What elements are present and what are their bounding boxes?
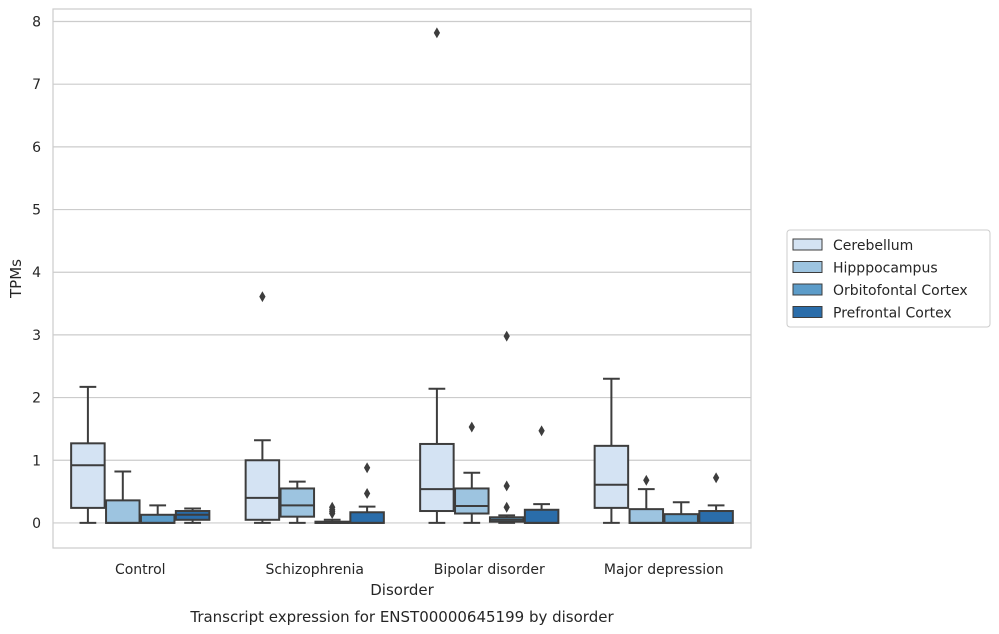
box-hipppocampus-3 <box>628 474 665 524</box>
box-iqr <box>279 487 316 518</box>
box-iqr <box>454 487 490 515</box>
box-cerebellum-3 <box>593 377 630 524</box>
outlier-point <box>503 480 510 492</box>
box-cerebellum-0 <box>70 385 106 524</box>
box-orbitofontal-cortex-0 <box>139 504 176 524</box>
legend-swatch <box>792 306 823 318</box>
box-orbitofontal-cortex-3 <box>663 501 699 524</box>
x-axis-label: Disorder <box>370 581 434 599</box>
outlier-point <box>538 425 545 437</box>
box-iqr <box>698 510 734 524</box>
outlier-point <box>468 421 475 433</box>
y-tick-label: 4 <box>32 265 41 281</box>
box-hipppocampus-0 <box>105 470 141 524</box>
x-tick-label: Control <box>115 562 166 578</box>
plot-frame <box>52 8 752 549</box>
legend-swatch <box>792 261 823 273</box>
box-iqr <box>105 499 141 524</box>
box-iqr <box>523 508 560 524</box>
y-tick-label: 0 <box>32 516 41 532</box>
box-prefrontal-cortex-1 <box>349 462 385 524</box>
y-tick-label: 2 <box>32 391 41 407</box>
y-tick-label: 7 <box>32 77 41 93</box>
x-tick-labels: Control Schizophrenia Bipolar disorder Majo… <box>115 562 724 578</box>
y-tick-label: 1 <box>32 453 41 469</box>
box-iqr <box>349 511 385 524</box>
y-tick-labels: 0 1 2 3 4 5 6 7 8 <box>32 15 41 532</box>
box-prefrontal-cortex-2 <box>523 425 560 524</box>
box-iqr <box>593 444 630 509</box>
legend-entry-label: Hipppocampus <box>833 261 938 277</box>
legend-swatch <box>792 238 823 251</box>
gridlines <box>53 20 751 524</box>
outlier-point <box>643 474 650 486</box>
box-iqr <box>244 459 281 521</box>
outlier-point <box>329 501 336 513</box>
box-series <box>70 27 734 524</box>
y-axis-label: TPMs <box>7 259 25 299</box>
y-tick-label: 8 <box>32 15 41 31</box>
box-iqr <box>419 442 455 513</box>
box-cerebellum-1 <box>244 291 281 524</box>
box-prefrontal-cortex-3 <box>698 472 734 524</box>
y-tick-label: 5 <box>32 203 41 219</box>
y-tick-label: 6 <box>32 140 41 156</box>
chart-caption: Transcript expression for ENST0000064519… <box>189 608 614 626</box>
outlier-point <box>363 488 371 499</box>
box-prefrontal-cortex-0 <box>174 507 211 524</box>
x-tick-label: Major depression <box>604 562 724 578</box>
legend-swatch <box>792 283 823 296</box>
box-iqr <box>628 508 665 524</box>
legend-frame <box>786 229 991 328</box>
legend: Cerebellum Hipppocampus Orbitofontal Corte… <box>786 229 991 328</box>
legend-entry-label: Prefrontal Cortex <box>833 306 952 322</box>
outlier-point <box>712 472 720 484</box>
outlier-point <box>259 291 266 303</box>
box-hipppocampus-1 <box>279 480 316 524</box>
y-tick-label: 3 <box>32 328 41 344</box>
box-hipppocampus-2 <box>454 421 490 524</box>
legend-entry-label: Orbitofontal Cortex <box>833 283 968 299</box>
outlier-point <box>433 27 441 39</box>
box-orbitofontal-cortex-2 <box>488 330 525 524</box>
outlier-point <box>503 501 510 513</box>
box-iqr <box>139 513 176 524</box>
box-iqr <box>663 513 699 524</box>
x-tick-label: Bipolar disorder <box>434 562 545 578</box>
box-iqr <box>70 442 106 509</box>
box-orbitofontal-cortex-1 <box>314 501 350 524</box>
outlier-point <box>363 462 371 474</box>
legend-entry-label: Cerebellum <box>833 238 913 254</box>
outlier-point <box>503 330 510 342</box>
box-cerebellum-2 <box>419 27 455 524</box>
x-tick-label: Schizophrenia <box>266 562 364 578</box>
